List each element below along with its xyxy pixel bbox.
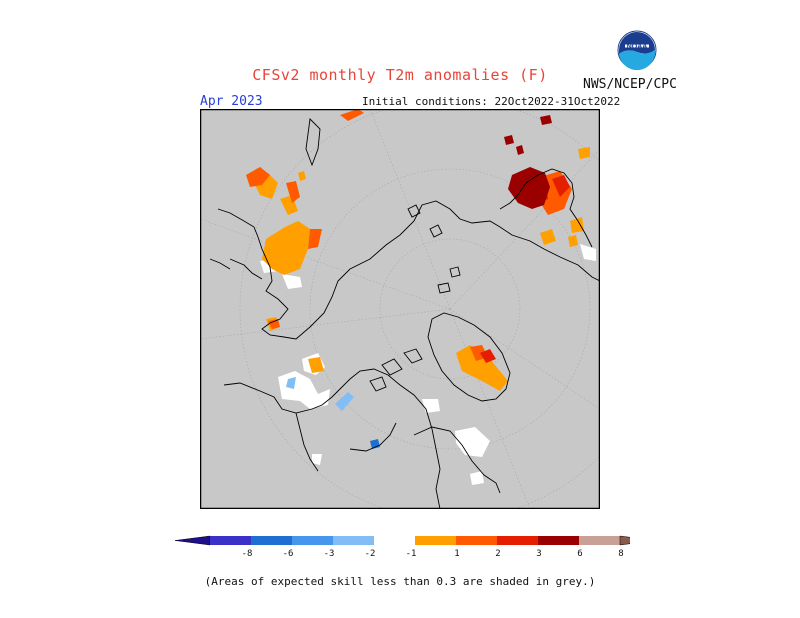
chart-title: CFSv2 monthly T2m anomalies (F) (252, 66, 548, 84)
colorbar-tick-label: -8 (242, 549, 253, 559)
positive-anomaly-1to2 (252, 147, 590, 391)
colorbar-tick-label: -2 (365, 549, 376, 559)
polar-anomaly-map (200, 109, 600, 509)
colorbar-tick-label: 1 (454, 549, 459, 559)
positive-anomaly-6to8 (504, 115, 552, 209)
coastlines (209, 118, 600, 509)
colorbar-bin (374, 536, 415, 545)
colorbar-bin (579, 536, 620, 545)
colorbar: -8 -6 -3 -2 -1 1 2 3 6 8 (174, 535, 630, 559)
colorbar-tick-label: 8 (618, 549, 623, 559)
colorbar-bin (415, 536, 456, 545)
colorbar-bin (210, 536, 251, 545)
colorbar-bin (333, 536, 374, 545)
target-month: Apr 2023 (200, 94, 263, 109)
initial-conditions: Initial conditions: 22Oct2022-31Oct2022 (362, 95, 621, 108)
colorbar-bin (497, 536, 538, 545)
agency-label: NWS/NCEP/CPC (583, 77, 677, 92)
noaa-logo: NOAA (617, 30, 657, 70)
colorbar-tick-label: 3 (536, 549, 541, 559)
colorbar-bin (619, 535, 630, 546)
map-frame (200, 109, 600, 509)
graticule (200, 109, 600, 509)
colorbar-tick-label: -6 (283, 549, 294, 559)
negative-anomaly-areas (286, 377, 380, 449)
colorbar-bin (538, 536, 579, 545)
colorbar-bin (292, 536, 333, 545)
colorbar-bin (456, 536, 497, 545)
colorbar-tick-label: -1 (406, 549, 417, 559)
colorbar-bins (174, 535, 630, 546)
colorbar-tick-label: -3 (324, 549, 335, 559)
colorbar-tick-label: 2 (495, 549, 500, 559)
colorbar-bin (174, 535, 211, 546)
skill-footnote: (Areas of expected skill less than 0.3 a… (204, 575, 596, 588)
colorbar-tick-label: 6 (577, 549, 582, 559)
colorbar-labels: -8 -6 -3 -2 -1 1 2 3 6 8 (242, 549, 624, 559)
noaa-logo-text: NOAA (627, 44, 648, 51)
colorbar-bin (251, 536, 292, 545)
